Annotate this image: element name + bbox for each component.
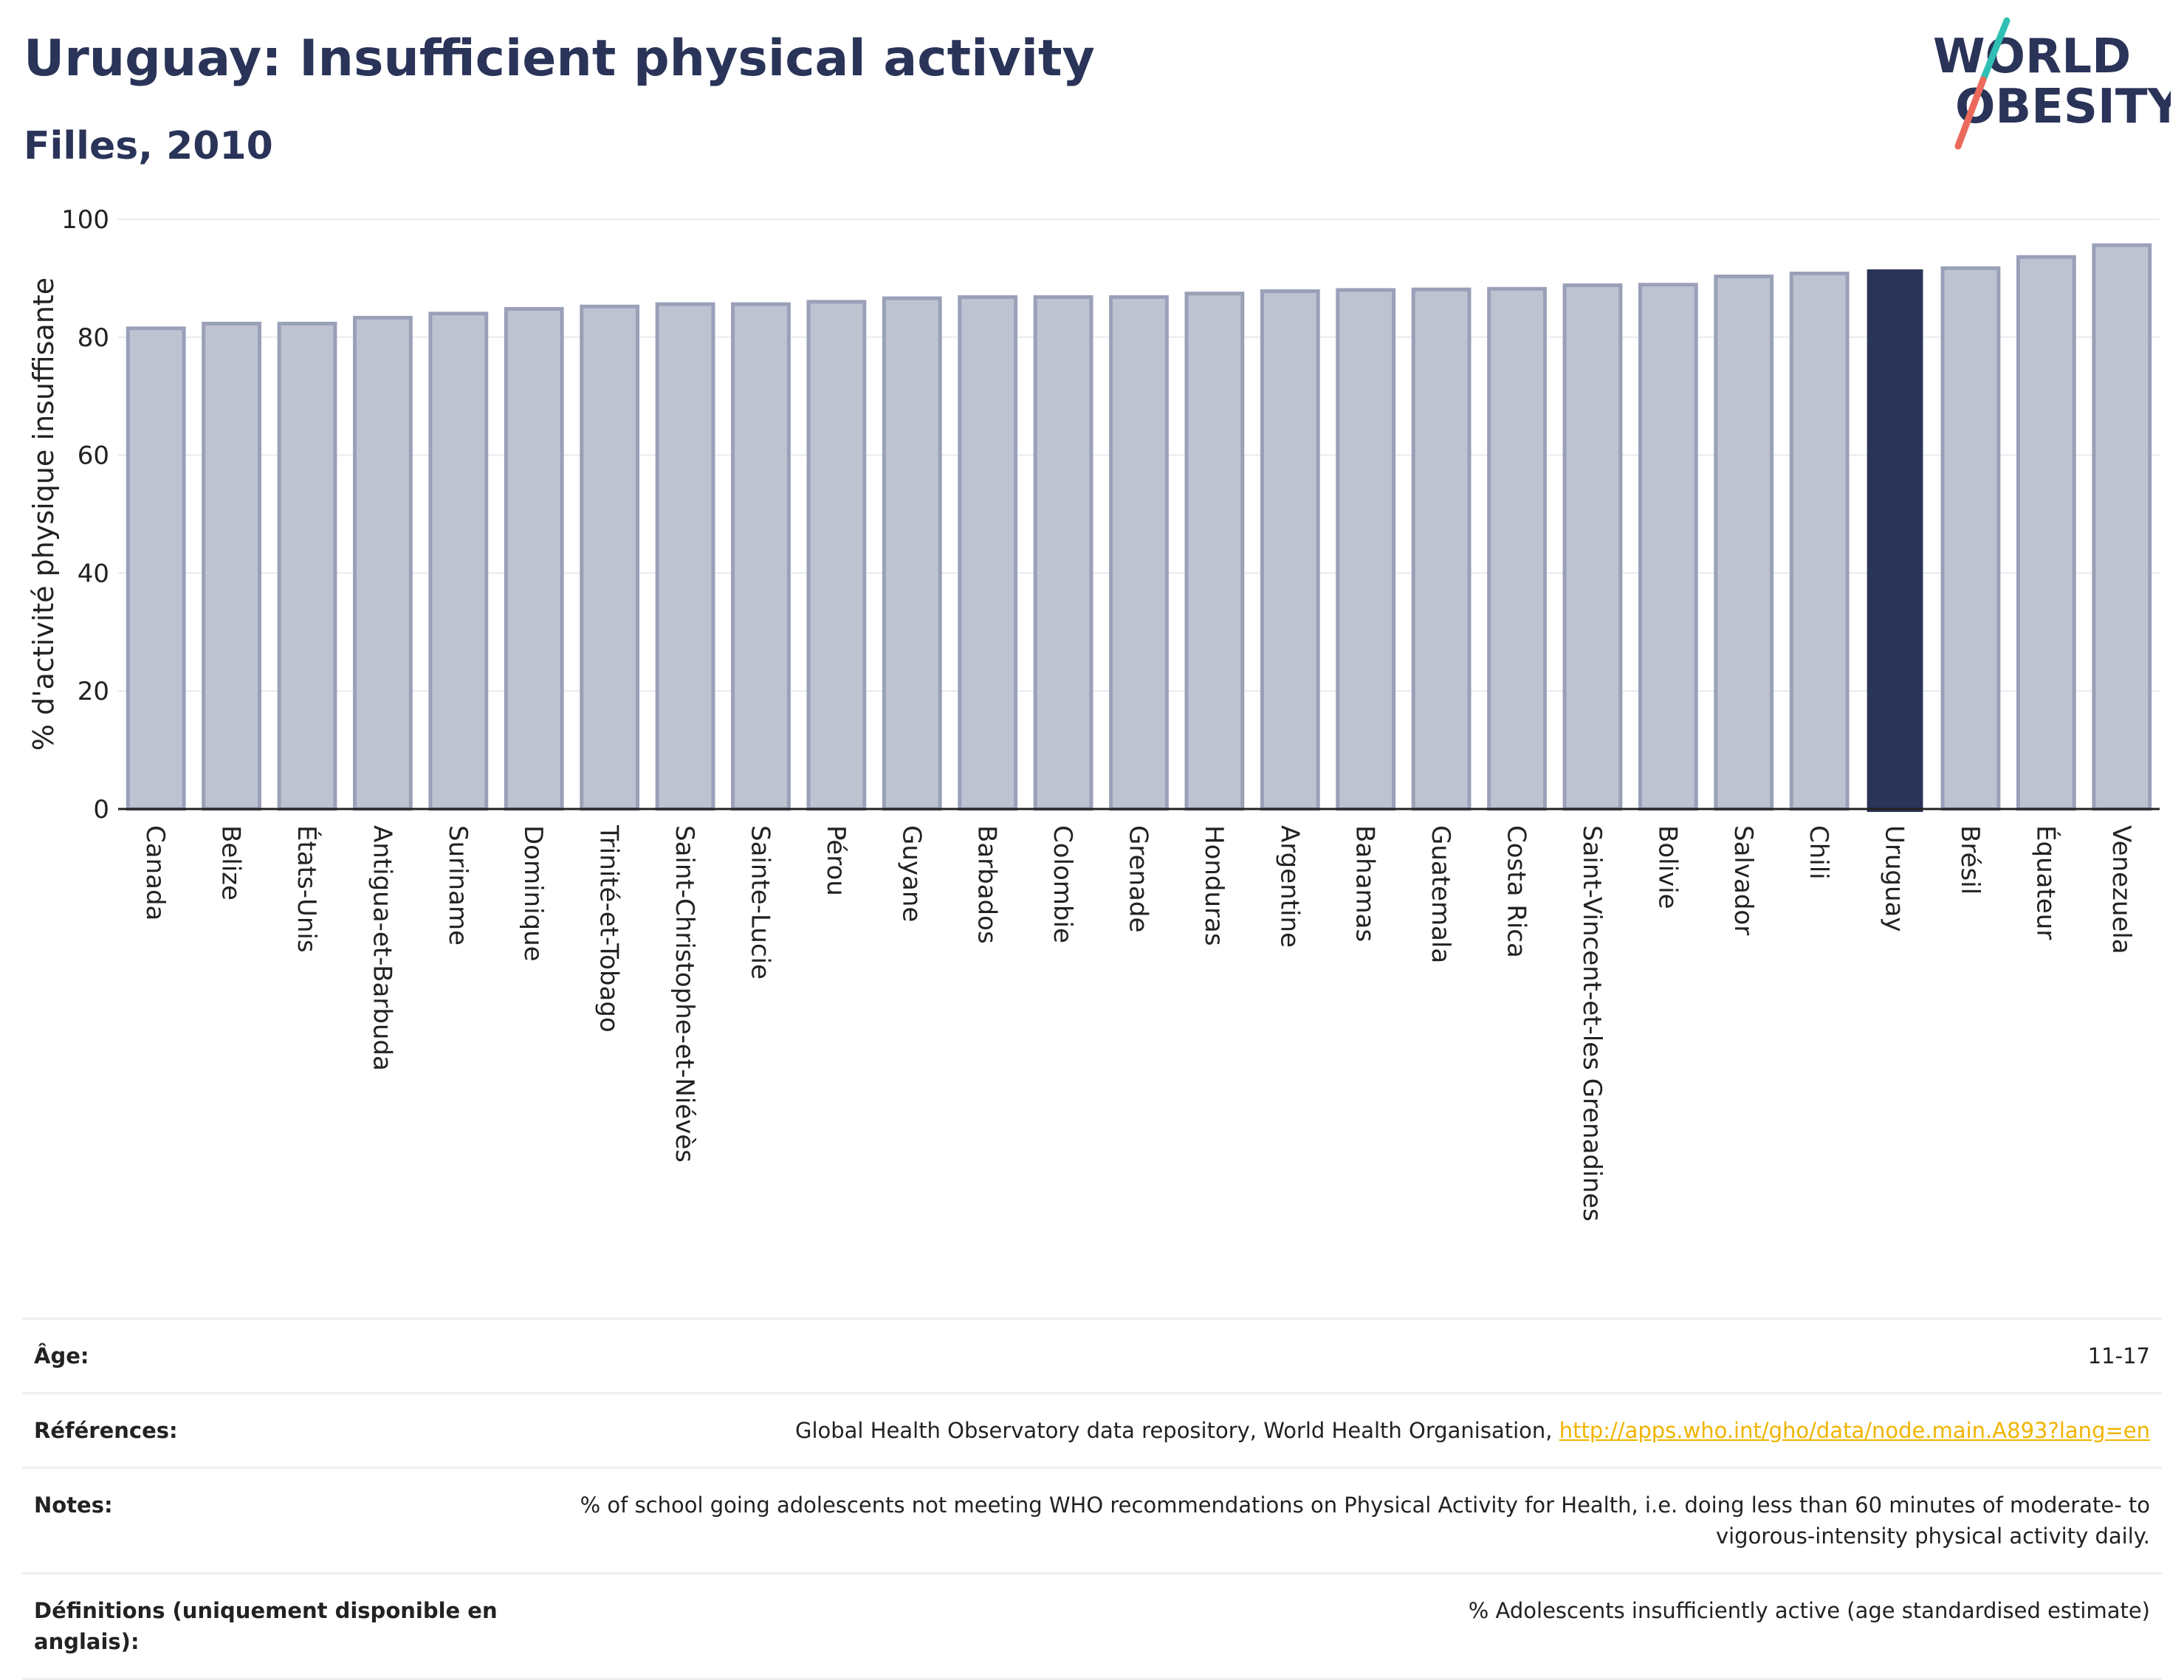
y-tick-label: 0 bbox=[93, 795, 109, 824]
info-row-references: Références: Global Health Observatory da… bbox=[22, 1392, 2162, 1467]
x-tick-label: Guatemala bbox=[1426, 825, 1455, 963]
bar bbox=[1789, 272, 1850, 811]
bar bbox=[504, 306, 564, 811]
x-tick-label: Bolivie bbox=[1652, 825, 1682, 909]
y-tick-label: 80 bbox=[78, 323, 109, 353]
y-tick-label: 100 bbox=[61, 205, 109, 235]
x-tick-label: Trinité-et-Tobago bbox=[594, 824, 624, 1033]
x-tick-label: Barbados bbox=[972, 825, 1002, 944]
bar bbox=[731, 302, 791, 811]
bar bbox=[1940, 266, 2001, 811]
info-key-definitions: Définitions (uniquement disponible en an… bbox=[34, 1598, 498, 1654]
x-tick-label: Costa Rica bbox=[1502, 825, 1531, 958]
x-tick-label: Dominique bbox=[518, 825, 548, 962]
info-row-age: Âge: 11-17 bbox=[22, 1318, 2162, 1392]
x-tick-label: Colombie bbox=[1048, 825, 1077, 943]
y-tick-label: 40 bbox=[78, 559, 109, 588]
page-subtitle: Filles, 2010 bbox=[24, 124, 273, 168]
x-tick-label: Belize bbox=[216, 825, 246, 901]
info-key-references: Références: bbox=[34, 1418, 178, 1443]
info-value-age: 11-17 bbox=[2087, 1343, 2150, 1369]
x-tick-label: États-Unis bbox=[292, 825, 322, 953]
bar bbox=[2092, 243, 2152, 811]
y-tick-label: 60 bbox=[78, 441, 109, 471]
bar bbox=[202, 321, 262, 811]
x-tick-label: Bahamas bbox=[1350, 825, 1380, 942]
world-obesity-logo: WORLD OBESITY bbox=[1933, 17, 2171, 150]
info-value-notes: % of school going adolescents not meetin… bbox=[580, 1493, 2150, 1549]
chart-area: 0 20 40 60 80 100 % d'activité physique insuff… bbox=[0, 192, 2184, 1299]
bar bbox=[2016, 255, 2076, 811]
bar bbox=[353, 315, 413, 811]
x-tick-label: Brésil bbox=[1955, 825, 1985, 895]
y-tick-label: 20 bbox=[78, 677, 109, 706]
x-tick-label: Canada bbox=[140, 825, 170, 920]
bar bbox=[1411, 287, 1472, 811]
x-tick-label: Honduras bbox=[1199, 825, 1229, 946]
x-tick-label: Chili bbox=[1804, 825, 1833, 880]
x-tick-label: Guyane bbox=[896, 825, 926, 922]
logo-slash-top bbox=[1979, 17, 2010, 83]
references-link[interactable]: http://apps.who.int/gho/data/node.main.A… bbox=[1559, 1418, 2150, 1443]
bar bbox=[882, 296, 942, 811]
x-tick-label: Suriname bbox=[443, 825, 473, 946]
x-tick-label: Argentine bbox=[1274, 825, 1304, 948]
info-value-references: Global Health Observatory data repositor… bbox=[551, 1415, 2150, 1446]
x-tick-label: Grenade bbox=[1124, 825, 1153, 932]
page-title: Uruguay: Insufficient physical activity bbox=[24, 30, 1095, 88]
info-row-notes: Notes: % of school going adolescents not… bbox=[22, 1467, 2162, 1572]
bar bbox=[580, 304, 640, 811]
logo-line1: WORLD bbox=[1933, 30, 2131, 84]
bar bbox=[1184, 292, 1245, 811]
logo-slash-bottom bbox=[1954, 76, 1987, 150]
info-row-definitions: Définitions (uniquement disponible en an… bbox=[22, 1572, 2162, 1680]
bar bbox=[1033, 295, 1093, 811]
bar bbox=[1336, 288, 1396, 811]
info-value-definitions: % Adolescents insufficiently active (age… bbox=[1468, 1598, 2150, 1623]
bar bbox=[1487, 286, 1547, 811]
x-tick-label: Uruguay bbox=[1880, 825, 1909, 932]
x-tick-label: Salvador bbox=[1728, 825, 1758, 935]
x-tick-label: Équateur bbox=[2030, 825, 2061, 940]
bar bbox=[1638, 283, 1698, 811]
logo-line2: OBESITY bbox=[1955, 80, 2171, 134]
bar-highlight bbox=[1867, 269, 1923, 812]
x-tick-label: Pérou bbox=[821, 825, 851, 896]
bar bbox=[126, 326, 186, 811]
bar bbox=[958, 295, 1018, 811]
y-axis-title: % d'activité physique insuffisante bbox=[27, 278, 60, 751]
info-key-notes: Notes: bbox=[34, 1493, 113, 1518]
x-tick-label: Venezuela bbox=[2106, 825, 2136, 954]
x-tick-label: Saint-Vincent-et-les Grenadines bbox=[1577, 825, 1607, 1222]
bar-chart: 0 20 40 60 80 100 % d'activité physique insuff… bbox=[27, 205, 2160, 1222]
x-tick-label: Antigua-et-Barbuda bbox=[367, 825, 396, 1071]
bar bbox=[806, 300, 867, 811]
info-table: Âge: 11-17 Références: Global Health Obs… bbox=[22, 1318, 2162, 1680]
info-key-age: Âge: bbox=[34, 1343, 89, 1369]
bar bbox=[1562, 283, 1623, 811]
x-tick-label: Sainte-Lucie bbox=[745, 825, 775, 980]
references-text: Global Health Observatory data repositor… bbox=[794, 1418, 1559, 1443]
bar bbox=[277, 321, 337, 811]
bar bbox=[1714, 275, 1774, 811]
bar bbox=[1109, 295, 1169, 811]
bar bbox=[1260, 289, 1320, 811]
bar bbox=[655, 302, 715, 811]
x-tick-label: Saint-Christophe-et-Niévès bbox=[670, 825, 699, 1163]
bar bbox=[428, 311, 489, 811]
